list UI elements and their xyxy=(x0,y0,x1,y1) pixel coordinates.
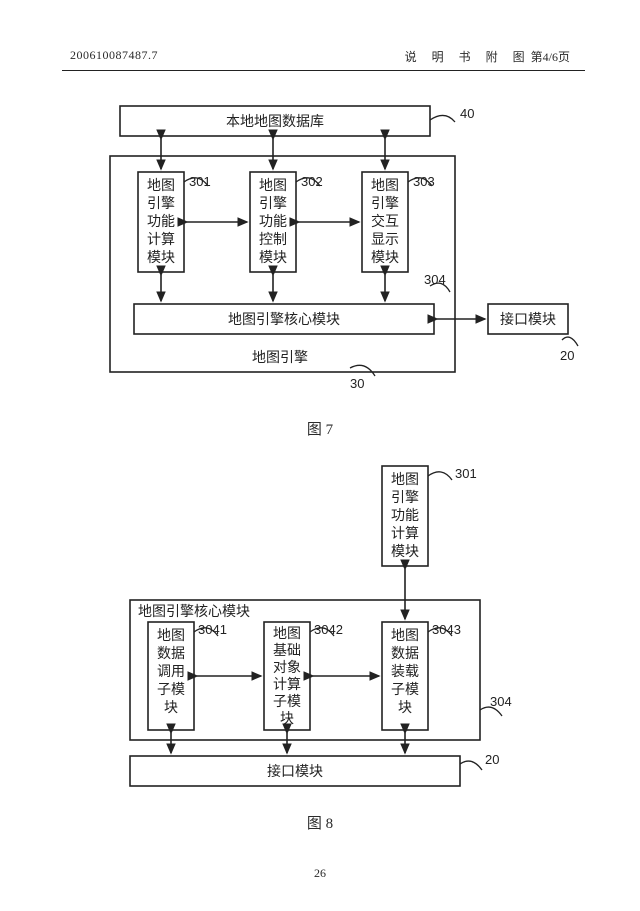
svg-text:子模: 子模 xyxy=(391,682,419,698)
svg-text:模块: 模块 xyxy=(391,544,419,560)
svg-text:模块: 模块 xyxy=(259,250,287,266)
fig7-core-num: 304 xyxy=(424,272,446,287)
svg-text:引擎: 引擎 xyxy=(391,490,419,506)
svg-text:模块: 模块 xyxy=(371,250,399,266)
fig8-bottom-num: 20 xyxy=(485,752,499,767)
svg-text:装载: 装载 xyxy=(391,664,419,680)
svg-text:控制: 控制 xyxy=(259,232,287,248)
svg-text:功能: 功能 xyxy=(391,508,419,524)
fig8-mod-3: 地图 数据 装载 子模 块 3043 xyxy=(382,622,461,730)
fig7-container-label: 地图引擎 xyxy=(252,350,308,366)
fig8-bottom-label: 接口模块 xyxy=(267,763,323,780)
svg-text:引擎: 引擎 xyxy=(259,196,287,212)
svg-text:地图: 地图 xyxy=(259,178,287,194)
svg-text:3041: 3041 xyxy=(198,622,227,637)
svg-text:交互: 交互 xyxy=(371,213,399,230)
svg-text:功能: 功能 xyxy=(147,214,175,230)
fig7-top-num: 40 xyxy=(460,106,474,121)
page: 200610087487.7 说 明 书 附 图第4/6页 本地地图数据库 40… xyxy=(0,0,640,911)
svg-text:计算: 计算 xyxy=(391,526,419,542)
fig7-core-label: 地图引擎核心模块 xyxy=(228,312,340,328)
svg-text:块: 块 xyxy=(164,700,178,716)
fig7-container-num: 30 xyxy=(350,376,364,390)
header-rule xyxy=(62,70,585,71)
svg-text:模块: 模块 xyxy=(147,250,175,266)
svg-text:3042: 3042 xyxy=(314,622,343,637)
svg-text:基础: 基础 xyxy=(273,642,301,659)
fig7-caption: 图 7 xyxy=(0,418,640,439)
svg-text:调用: 调用 xyxy=(157,664,185,680)
svg-text:子模: 子模 xyxy=(157,682,185,698)
svg-text:地图: 地图 xyxy=(147,178,175,194)
fig7-top-lead xyxy=(430,115,455,122)
fig8-caption: 图 8 xyxy=(0,812,640,833)
header-right-tail: 第4/6页 xyxy=(531,50,570,64)
fig8-container-label: 地图引擎核心模块 xyxy=(138,604,250,620)
figure-8: 地图 引擎 功能 计算 模块 301 地图引擎核心模块 304 地图 数据 调用… xyxy=(120,460,560,790)
svg-text:301: 301 xyxy=(189,174,211,189)
svg-text:地图: 地图 xyxy=(391,628,419,644)
svg-text:数据: 数据 xyxy=(157,646,185,662)
svg-text:引擎: 引擎 xyxy=(371,196,399,212)
svg-text:引擎: 引擎 xyxy=(147,196,175,212)
fig7-iface-lead xyxy=(562,337,578,346)
svg-text:功能: 功能 xyxy=(259,214,287,230)
svg-text:显示: 显示 xyxy=(371,233,399,248)
fig7-container-lead xyxy=(350,365,375,376)
fig7-top-label: 本地地图数据库 xyxy=(226,114,324,130)
fig7-mod-3: 地图 引擎 交互 显示 模块 303 xyxy=(362,172,435,272)
fig8-top-lead xyxy=(428,472,452,480)
fig7-iface-num: 20 xyxy=(560,348,574,363)
fig8-top-num: 301 xyxy=(455,466,477,481)
header-right: 说 明 书 附 图第4/6页 xyxy=(405,48,570,65)
svg-text:303: 303 xyxy=(413,174,435,189)
svg-text:302: 302 xyxy=(301,174,323,189)
svg-text:地图: 地图 xyxy=(391,472,419,488)
svg-text:数据: 数据 xyxy=(391,646,419,662)
svg-text:3043: 3043 xyxy=(432,622,461,637)
svg-text:地图: 地图 xyxy=(273,626,301,642)
svg-text:对象: 对象 xyxy=(273,660,301,676)
svg-text:计算: 计算 xyxy=(273,677,301,693)
svg-text:块: 块 xyxy=(398,700,412,716)
svg-text:地图: 地图 xyxy=(157,628,185,644)
fig8-bottom-lead xyxy=(460,761,482,770)
page-number: 26 xyxy=(0,866,640,881)
svg-text:子模: 子模 xyxy=(273,694,301,710)
svg-text:计算: 计算 xyxy=(147,232,175,248)
header-right-spaced: 说 明 书 附 图 xyxy=(405,50,531,64)
figure-7: 本地地图数据库 40 地图引擎 30 地图 引擎 功能 计算 模块 301 地图… xyxy=(90,100,610,390)
fig7-iface-label: 接口模块 xyxy=(500,311,556,328)
svg-text:地图: 地图 xyxy=(371,178,399,194)
svg-text:块: 块 xyxy=(280,711,294,727)
header-left: 200610087487.7 xyxy=(70,48,158,63)
fig8-container-num: 304 xyxy=(490,694,512,709)
